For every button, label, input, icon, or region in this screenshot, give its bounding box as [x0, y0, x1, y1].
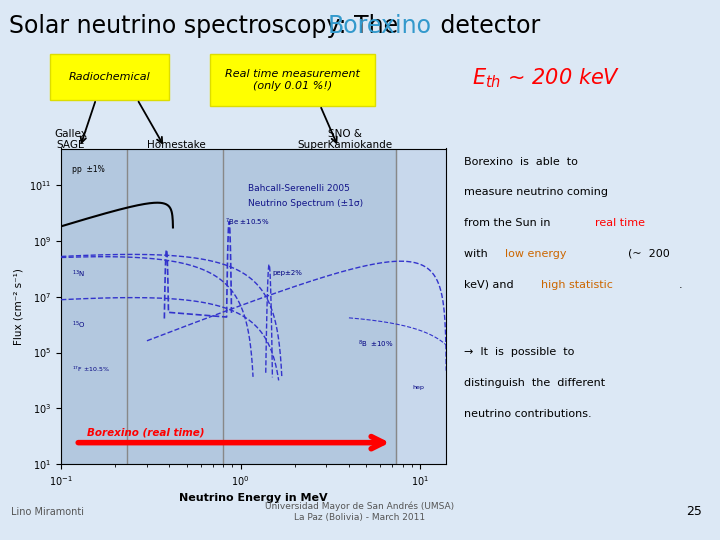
Text: $E_{th}$ ~ 200 keV: $E_{th}$ ~ 200 keV — [472, 66, 621, 90]
FancyBboxPatch shape — [210, 55, 375, 106]
Text: Borexino: Borexino — [328, 14, 431, 38]
Text: measure neutrino coming: measure neutrino coming — [464, 187, 608, 198]
Text: neutrino contributions.: neutrino contributions. — [464, 409, 592, 419]
Text: pp  ±1%: pp ±1% — [72, 165, 105, 173]
Text: Gallex
SAGE: Gallex SAGE — [55, 129, 87, 150]
Text: 25: 25 — [686, 505, 702, 518]
Text: $^8$B  ±10%: $^8$B ±10% — [358, 339, 394, 350]
FancyBboxPatch shape — [50, 55, 169, 100]
Text: Borexino (real time): Borexino (real time) — [87, 427, 205, 437]
Text: low energy: low energy — [505, 249, 567, 259]
Text: Borexino  is  able  to: Borexino is able to — [464, 157, 578, 167]
Text: .: . — [679, 280, 683, 290]
Text: with: with — [464, 249, 495, 259]
Text: SNO &
SuperKamiokande: SNO & SuperKamiokande — [297, 129, 392, 150]
Bar — [61, 148, 396, 464]
Text: Universidad Mayor de San Andrés (UMSA)
La Paz (Bolivia) - March 2011: Universidad Mayor de San Andrés (UMSA) L… — [266, 502, 454, 522]
Text: Solar neutrino spectroscopy: The: Solar neutrino spectroscopy: The — [9, 14, 406, 38]
Text: →  It  is  possible  to: → It is possible to — [464, 347, 575, 357]
Text: $^{13}$N: $^{13}$N — [72, 268, 85, 280]
Text: Bahcall-Serenelli 2005: Bahcall-Serenelli 2005 — [248, 184, 350, 193]
Text: Real time measurement
(only 0.01 %!): Real time measurement (only 0.01 %!) — [225, 70, 360, 91]
Text: keV) and: keV) and — [464, 280, 518, 290]
Text: Homestake: Homestake — [147, 140, 205, 150]
Text: (~  200: (~ 200 — [628, 249, 670, 259]
Text: hep: hep — [412, 385, 424, 390]
Text: $^7$Be ±10.5%: $^7$Be ±10.5% — [225, 217, 269, 228]
Text: Radiochemical: Radiochemical — [69, 72, 150, 82]
Text: distinguish  the  different: distinguish the different — [464, 378, 606, 388]
Text: from the Sun in: from the Sun in — [464, 218, 554, 228]
Text: detector: detector — [433, 14, 541, 38]
Text: pep±2%: pep±2% — [272, 270, 302, 276]
Text: real time: real time — [595, 218, 645, 228]
Text: $^{15}$O: $^{15}$O — [72, 320, 86, 332]
Text: $^{17}$F ±10.5%: $^{17}$F ±10.5% — [72, 365, 110, 374]
X-axis label: Neutrino Energy in MeV: Neutrino Energy in MeV — [179, 494, 328, 503]
Text: Neutrino Spectrum (±1σ): Neutrino Spectrum (±1σ) — [248, 199, 364, 208]
Y-axis label: Flux (cm⁻² s⁻¹): Flux (cm⁻² s⁻¹) — [14, 268, 24, 345]
Text: Lino Miramonti: Lino Miramonti — [11, 507, 84, 517]
Text: high statistic: high statistic — [541, 280, 613, 290]
